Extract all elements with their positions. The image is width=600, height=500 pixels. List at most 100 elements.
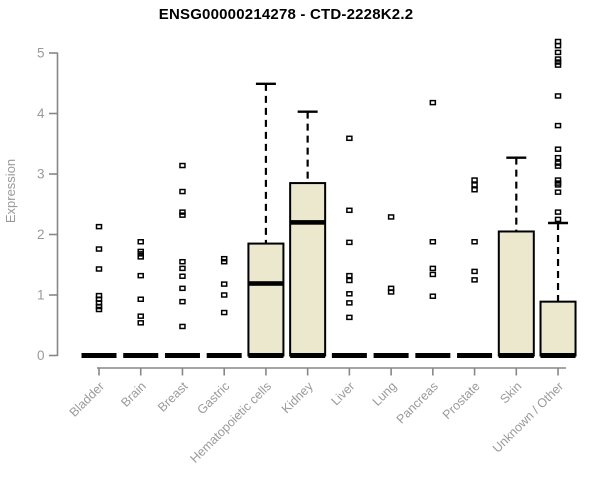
x-tick-label: Lung <box>370 379 400 409</box>
y-tick-label: 0 <box>37 348 45 363</box>
box <box>497 230 535 357</box>
outlier-point <box>346 135 353 142</box>
x-tick-label: Bladder <box>67 379 107 419</box>
median-line <box>290 220 326 225</box>
outlier-point <box>95 306 103 313</box>
outlier-point <box>137 254 144 260</box>
outlier-point <box>179 162 186 169</box>
outlier-point <box>471 239 478 245</box>
outlier-point <box>346 239 353 246</box>
box <box>247 242 285 357</box>
outlier-point <box>429 293 437 299</box>
outlier-point <box>554 59 562 65</box>
outlier-point <box>554 38 562 45</box>
outlier-point <box>554 160 562 166</box>
outlier-point <box>554 154 562 161</box>
outlier-point <box>554 42 562 49</box>
y-tick-label: 5 <box>37 46 45 61</box>
median-line <box>248 281 284 286</box>
outlier-point <box>346 314 353 321</box>
outlier-point <box>554 182 562 188</box>
zero-bar <box>540 353 576 358</box>
zero-bar <box>457 353 493 358</box>
y-tick-label: 3 <box>37 167 45 182</box>
outlier-point <box>137 296 144 302</box>
x-tick-label: Unknown / Other <box>490 379 566 455</box>
outlier-point <box>346 300 353 306</box>
outlier-point <box>471 177 478 183</box>
chart-title: ENSG00000214278 - CTD-2228K2.2 <box>158 6 414 23</box>
x-tick-label: Hematopoietic cells <box>187 379 274 466</box>
outlier-point <box>554 122 562 129</box>
outlier-point <box>554 93 562 99</box>
outlier-point <box>179 258 186 265</box>
y-tick-label: 2 <box>37 227 45 242</box>
outlier-point <box>179 285 186 292</box>
outlier-point <box>179 209 186 215</box>
x-tick-label: Kidney <box>279 379 316 416</box>
outlier-point <box>429 239 437 245</box>
outlier-point <box>179 265 186 272</box>
outlier-point <box>471 277 478 283</box>
outlier-point <box>137 272 144 279</box>
zero-bar <box>164 353 200 358</box>
x-tick-label: Pancreas <box>394 379 441 426</box>
zero-bar <box>206 353 242 358</box>
outlier-point <box>346 272 353 279</box>
outlier-point <box>554 62 562 68</box>
zero-bar <box>415 353 451 358</box>
y-axis-title: Expression <box>3 159 18 223</box>
outlier-point <box>220 281 228 287</box>
x-tick-label: Breast <box>155 379 191 415</box>
outlier-point <box>179 323 186 330</box>
outlier-point <box>387 214 395 220</box>
x-tick-label: Gastric <box>194 379 232 417</box>
outlier-point <box>471 186 478 193</box>
zero-bar <box>123 353 159 358</box>
y-tick-label: 1 <box>37 288 45 303</box>
zero-bar <box>81 353 117 358</box>
zero-bar <box>331 353 367 358</box>
outlier-point <box>387 289 395 295</box>
outlier-point <box>95 303 103 310</box>
outlier-point <box>137 313 144 319</box>
x-tick-label: Brain <box>118 379 149 410</box>
outlier-point <box>429 271 437 278</box>
zero-bar <box>373 353 409 358</box>
outlier-point <box>429 265 437 272</box>
outlier-point <box>220 255 228 262</box>
outlier-point <box>137 239 144 245</box>
zero-bar <box>498 353 534 358</box>
outlier-point <box>220 309 228 316</box>
outlier-point <box>346 291 353 297</box>
plot-area: 0 1 2 3 4 5 Bladder Brain Breast GastricHematopoi… <box>37 38 577 466</box>
zero-bar <box>248 353 284 358</box>
outlier-point <box>471 182 478 188</box>
zero-bar <box>290 353 326 358</box>
outlier-point <box>554 216 562 223</box>
box <box>539 300 577 357</box>
outlier-point <box>554 56 562 62</box>
outlier-point <box>554 49 562 56</box>
outlier-point <box>179 298 186 305</box>
outlier-point <box>220 292 228 298</box>
x-tick-label: Liver <box>328 379 357 408</box>
outlier-point <box>429 99 437 106</box>
outlier-point <box>179 273 186 279</box>
x-tick-label: Prostate <box>440 379 483 422</box>
outlier-point <box>346 277 353 284</box>
outlier-point <box>554 189 562 195</box>
outlier-point <box>95 223 103 230</box>
outlier-point <box>554 163 562 169</box>
outlier-point <box>220 258 228 265</box>
outlier-point <box>554 177 562 183</box>
box <box>289 182 327 357</box>
outlier-point <box>137 320 144 326</box>
outlier-point <box>95 246 103 252</box>
outlier-point <box>554 209 562 215</box>
outlier-point <box>554 146 562 152</box>
x-tick-label: Skin <box>497 379 524 406</box>
y-tick-label: 4 <box>37 106 45 121</box>
